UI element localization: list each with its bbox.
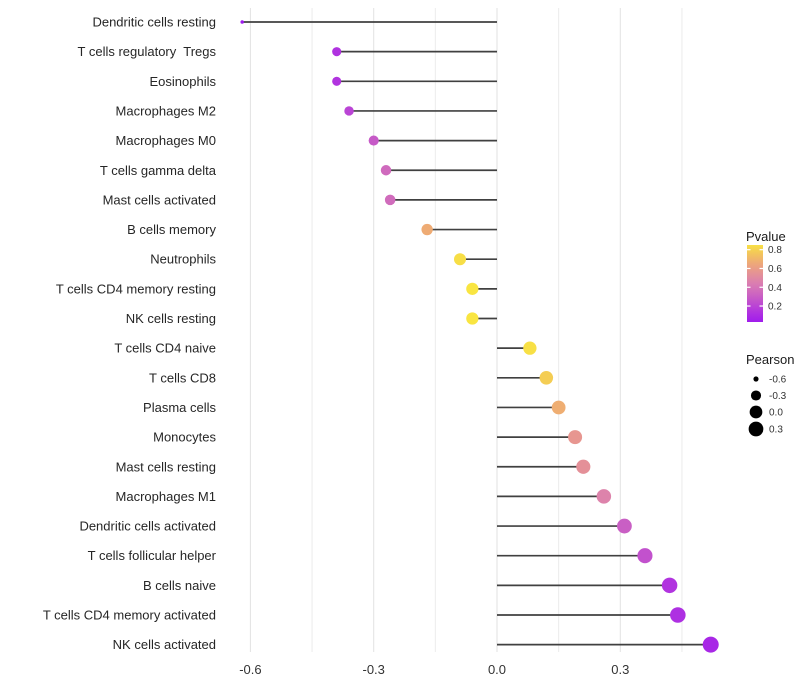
lollipop-point: [637, 548, 653, 564]
category-label: T cells regulatory Tregs: [78, 44, 217, 59]
category-label: Dendritic cells activated: [79, 519, 216, 534]
x-axis-labels: -0.6 -0.3 0.0 0.3: [239, 662, 629, 677]
category-label: B cells naive: [143, 578, 216, 593]
lollipop-point: [568, 430, 583, 445]
x-tick-label: 0.3: [611, 662, 629, 677]
category-label: T cells CD4 naive: [114, 341, 216, 356]
lollipop-stems: [242, 21, 711, 646]
category-label: T cells CD8: [149, 370, 216, 385]
legend: Pvalue 0.8 0.6 0.4 0.2 Pearson -0.6 -0.3 0.0 0…: [746, 229, 794, 437]
category-label: Macrophages M1: [116, 489, 216, 504]
pvalue-tick-label: 0.2: [768, 302, 782, 313]
category-label: B cells memory: [127, 222, 216, 237]
pearson-size-label: 0.0: [769, 408, 783, 419]
lollipop-point: [670, 607, 686, 623]
pearson-size-dot: [749, 405, 763, 419]
pearson-size-label: -0.6: [769, 375, 787, 386]
x-tick-label: -0.6: [239, 662, 261, 677]
lollipop-point: [240, 20, 244, 24]
pearson-size-legend: -0.6 -0.3 0.0 0.3: [748, 375, 787, 437]
pvalue-colorbar: [747, 245, 763, 322]
category-label: Macrophages M0: [116, 133, 216, 148]
lollipop-point: [453, 253, 467, 266]
lollipop-point: [380, 165, 392, 176]
category-label: T cells CD4 memory activated: [43, 608, 216, 623]
category-label: Mast cells resting: [116, 459, 216, 474]
category-label: Neutrophils: [150, 252, 216, 267]
gridlines: [249, 8, 683, 652]
lollipop-point: [332, 76, 342, 86]
lollipop-point: [466, 282, 479, 295]
category-label: NK cells activated: [113, 637, 216, 652]
category-label: Eosinophils: [150, 74, 217, 89]
lollipop-point: [421, 223, 433, 236]
lollipop-points: [240, 20, 719, 653]
pearson-size-label: -0.3: [769, 391, 787, 402]
pearson-size-dot: [753, 376, 759, 382]
pvalue-tick-label: 0.4: [768, 283, 782, 294]
lollipop-point: [466, 312, 479, 325]
x-tick-label: -0.3: [362, 662, 384, 677]
category-label: T cells CD4 memory resting: [56, 281, 216, 296]
lollipop-point: [344, 106, 354, 116]
category-label: Macrophages M2: [116, 103, 216, 118]
pearson-legend-title: Pearson: [746, 352, 794, 367]
lollipop-point: [702, 636, 719, 653]
lollipop-point: [551, 400, 566, 415]
category-label: Monocytes: [153, 430, 216, 445]
y-axis-labels: Dendritic cells resting T cells regulator…: [43, 15, 217, 653]
category-label: NK cells resting: [126, 311, 216, 326]
category-label: Dendritic cells resting: [92, 15, 216, 30]
category-label: T cells follicular helper: [88, 548, 217, 563]
pearson-size-label: 0.3: [769, 425, 783, 436]
x-tick-label: 0.0: [488, 662, 506, 677]
lollipop-point: [384, 194, 396, 206]
pearson-size-dot: [748, 421, 764, 437]
pvalue-legend-title: Pvalue: [746, 229, 786, 244]
lollipop-point: [523, 341, 537, 355]
category-label: Mast cells activated: [103, 192, 216, 207]
lollipop-point: [596, 489, 612, 504]
lollipop-point: [617, 518, 632, 534]
pvalue-tick-label: 0.8: [768, 245, 782, 256]
lollipop-point: [539, 371, 554, 385]
pvalue-colorbar-ticks: 0.8 0.6 0.4 0.2: [747, 245, 782, 313]
pvalue-tick-label: 0.6: [768, 264, 782, 275]
lollipop-point: [332, 47, 342, 57]
category-label: Plasma cells: [143, 400, 216, 415]
pearson-size-dot: [750, 390, 762, 401]
lollipop-point: [368, 135, 379, 146]
category-label: T cells gamma delta: [100, 163, 217, 178]
lollipop-point: [576, 459, 591, 474]
lollipop-point: [661, 577, 678, 594]
